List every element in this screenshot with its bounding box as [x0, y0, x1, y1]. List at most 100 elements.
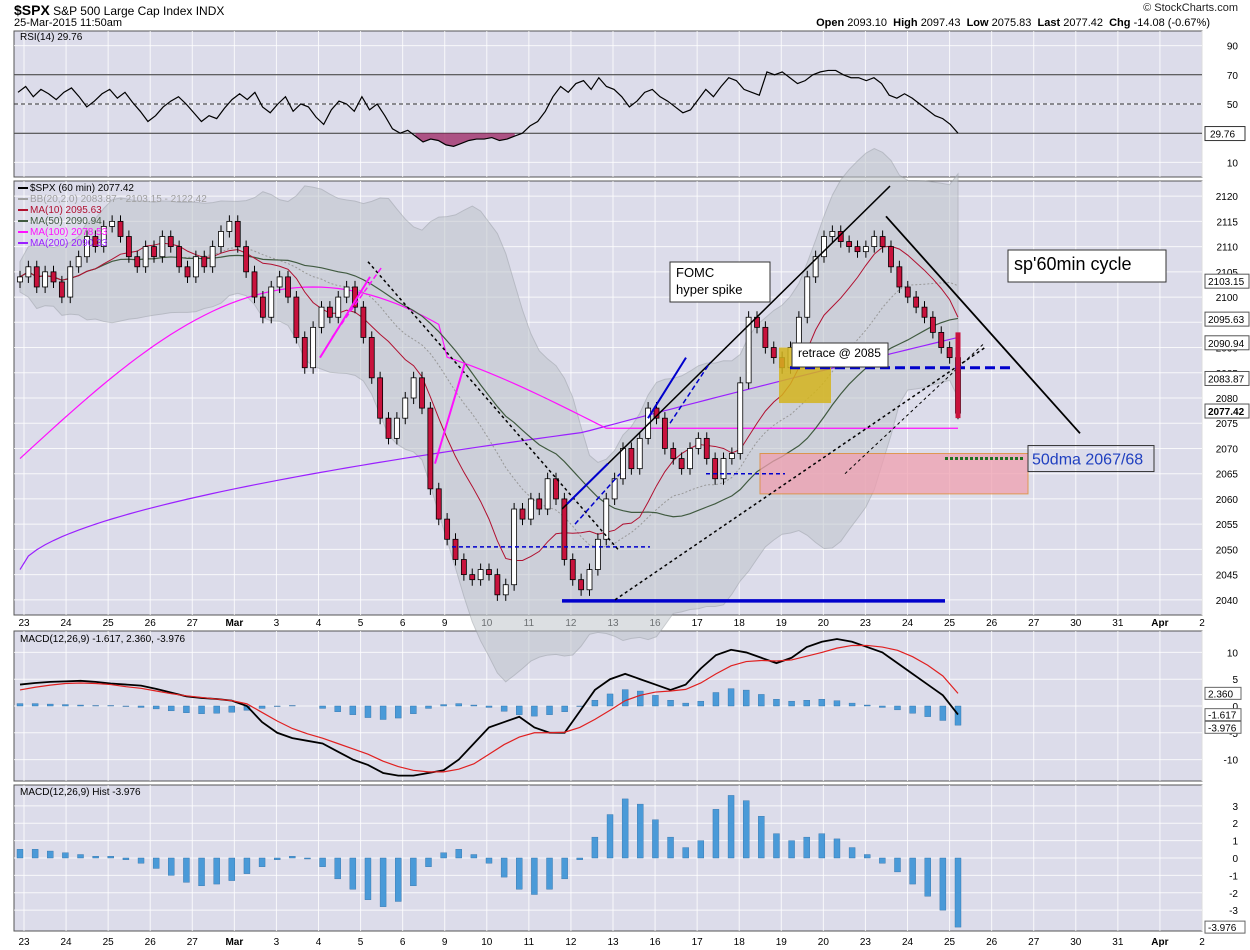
hist-bar	[531, 857, 538, 895]
x-tick-label: 2	[1199, 937, 1205, 948]
macd-hist-bar	[319, 705, 326, 709]
hist-bar	[379, 857, 387, 907]
bear-flag-line	[434, 362, 466, 464]
macd-legend: MACD(12,26,9) -1.617, 2.360, -3.976	[20, 634, 186, 645]
candle-body	[444, 518, 451, 540]
macd-hist-bar	[152, 705, 160, 710]
candle-body	[385, 417, 392, 439]
macd-hist-bar	[637, 690, 644, 707]
rising-channel-lower	[614, 346, 986, 601]
candle-body	[326, 306, 333, 318]
bull-flag-line	[566, 462, 609, 505]
exchange: INDX	[195, 4, 225, 18]
macd-hist-bar	[954, 705, 962, 726]
hist-bar	[273, 857, 281, 860]
candle-body	[737, 382, 744, 454]
candle-body	[603, 498, 610, 540]
candle-body	[896, 266, 903, 288]
hist-bar	[591, 836, 599, 859]
y-tick-label: 2105	[1216, 268, 1239, 279]
candle-body	[234, 220, 241, 248]
x-tick-label: 24	[61, 937, 73, 948]
price-value-box	[1204, 311, 1250, 327]
y-tick-label: 1	[1232, 837, 1238, 848]
hist-bar	[848, 847, 856, 859]
hist-bar	[364, 857, 372, 900]
hist-bar	[924, 857, 931, 897]
macd-hist-bar	[485, 705, 493, 708]
wedge-lower-line	[844, 342, 986, 475]
candle-body	[536, 498, 543, 510]
price-value-label: 2090.94	[1208, 339, 1245, 350]
macd-hist-bar	[137, 705, 145, 708]
macd-hist-bar	[621, 689, 629, 707]
x-tick-label: 18	[734, 937, 746, 948]
candle-body	[50, 271, 57, 283]
y-tick-label: 10	[1227, 158, 1239, 169]
x-tick-label: 11	[524, 937, 535, 948]
dma-annotation: 50dma 2067/68	[1032, 452, 1143, 469]
macd-hist-bar	[258, 705, 266, 709]
x-tick-label: 20	[818, 937, 830, 948]
hist-bar	[758, 816, 765, 859]
hist-bar	[712, 809, 720, 859]
y-tick-label: 2040	[1216, 596, 1239, 607]
candle-body	[477, 569, 484, 581]
y-tick-label: 2120	[1216, 192, 1239, 203]
y-tick-label: 2115	[1216, 217, 1238, 228]
y-tick-label: 0	[1232, 854, 1238, 865]
bear-flag-line	[319, 276, 371, 359]
x-tick-label: 12	[565, 937, 577, 948]
y-tick-label: 2060	[1216, 495, 1239, 506]
hist-bar	[516, 857, 523, 890]
hist-bar	[682, 847, 689, 859]
y-tick-label: 0	[1232, 702, 1238, 713]
macd-hist-bar	[939, 705, 947, 721]
x-tick-label: 13	[607, 937, 619, 948]
y-tick-label: 2	[1232, 819, 1238, 830]
x-tick-label: 19	[776, 618, 788, 629]
x-tick-label: 16	[650, 937, 662, 948]
hist-bar	[122, 857, 130, 860]
candle-body	[636, 437, 643, 470]
hist-bar	[349, 857, 357, 890]
candle-body	[452, 538, 459, 560]
hist-bar	[485, 857, 493, 864]
candle-body	[762, 326, 769, 348]
candle-body	[192, 256, 199, 278]
candle-body	[628, 448, 635, 470]
x-tick-label: 27	[187, 618, 199, 629]
bull-flag-line	[669, 362, 711, 424]
candle-body	[904, 286, 911, 298]
rising-channel-upper	[561, 185, 891, 510]
hist-bar	[47, 850, 54, 859]
hist-bar	[228, 857, 236, 881]
bull-flag-line	[647, 357, 687, 419]
x-tick-label: 25	[944, 937, 956, 948]
macd-hist-bar	[500, 705, 508, 712]
price-value-box	[1204, 403, 1250, 419]
candle-body	[687, 448, 693, 470]
macd-hist-bar	[833, 700, 841, 707]
retrace-annotation-box	[791, 342, 889, 368]
candle-body	[92, 236, 99, 248]
hist-bar	[243, 857, 251, 874]
hist-bar	[818, 833, 826, 859]
hist-bar	[894, 857, 901, 873]
macd-hist-bar	[606, 693, 614, 707]
dma-annotation-box	[1027, 445, 1155, 473]
hist-bar	[954, 857, 962, 928]
x-tick-label: 24	[902, 618, 914, 629]
macd-value-box	[1204, 686, 1242, 700]
macd-hist-bar	[742, 689, 750, 707]
hist-bar	[500, 857, 508, 878]
fomc-annotation-box	[669, 261, 771, 303]
macd-hist-bar	[803, 700, 810, 707]
hist-bar	[773, 833, 780, 859]
candle-body	[812, 256, 819, 278]
y-tick-label: -5	[1229, 729, 1238, 740]
macd-hist-bar	[561, 705, 568, 712]
candle-body	[368, 337, 375, 379]
chart-title: $SPX S&P 500 Large Cap Index INDX	[14, 2, 224, 18]
hist-bar	[742, 800, 750, 859]
